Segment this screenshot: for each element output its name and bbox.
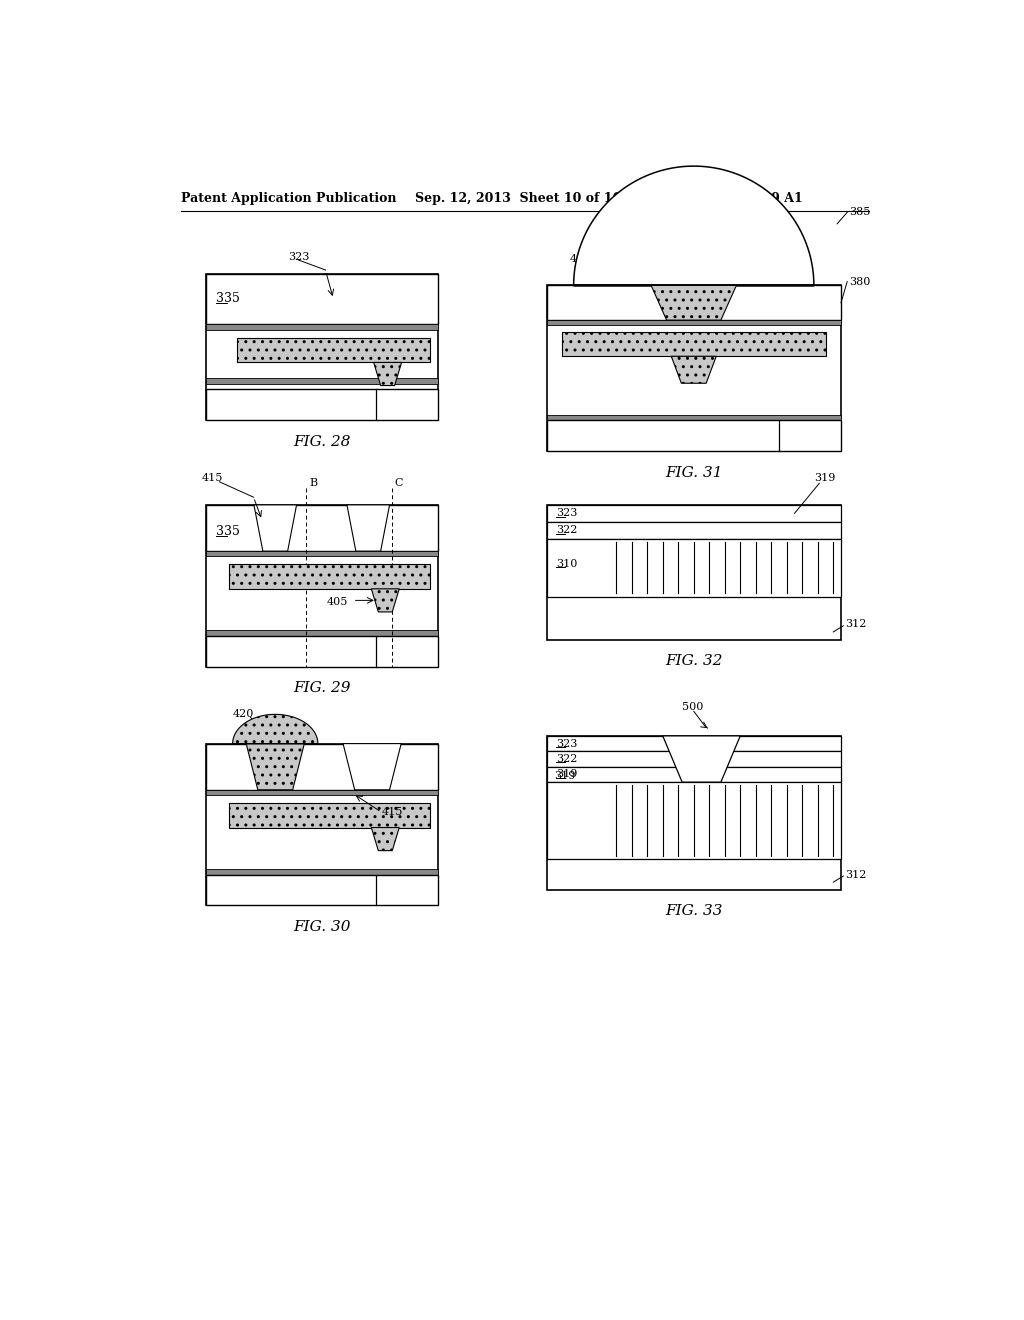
Text: FIG. 33: FIG. 33 <box>665 904 723 919</box>
Text: 405: 405 <box>328 597 348 607</box>
Text: 319: 319 <box>554 771 575 781</box>
Bar <box>547 321 841 326</box>
Bar <box>547 420 841 451</box>
Text: 319: 319 <box>814 473 836 483</box>
Bar <box>206 389 438 420</box>
Text: 323: 323 <box>288 252 309 261</box>
Polygon shape <box>663 737 740 781</box>
Text: 380: 380 <box>849 277 870 286</box>
Polygon shape <box>347 506 389 552</box>
Polygon shape <box>372 828 399 850</box>
Text: US 2013/0234329 A1: US 2013/0234329 A1 <box>655 191 803 205</box>
Polygon shape <box>343 743 401 789</box>
Bar <box>206 875 438 906</box>
Bar <box>206 789 438 795</box>
Polygon shape <box>372 589 399 612</box>
Text: Patent Application Publication: Patent Application Publication <box>180 191 396 205</box>
Bar <box>547 781 841 859</box>
Bar <box>547 506 841 640</box>
Text: 500: 500 <box>682 702 703 711</box>
Text: 420: 420 <box>232 709 254 719</box>
Bar <box>547 285 841 321</box>
Bar <box>228 803 430 828</box>
Bar <box>547 767 841 781</box>
Text: 312: 312 <box>845 870 866 879</box>
Polygon shape <box>374 363 401 385</box>
Bar <box>547 751 841 767</box>
Polygon shape <box>232 714 317 743</box>
Polygon shape <box>672 356 716 383</box>
Text: FIG. 30: FIG. 30 <box>293 920 350 933</box>
Text: 322: 322 <box>556 525 578 536</box>
Text: B: B <box>309 478 317 488</box>
Text: 323: 323 <box>556 739 578 748</box>
Text: Sep. 12, 2013  Sheet 10 of 16: Sep. 12, 2013 Sheet 10 of 16 <box>415 191 621 205</box>
Bar <box>206 552 438 557</box>
Bar <box>562 331 825 356</box>
Text: 322: 322 <box>556 754 578 764</box>
Bar <box>228 564 430 589</box>
Text: 335: 335 <box>216 525 241 539</box>
Bar <box>547 506 841 521</box>
Text: C: C <box>394 478 403 488</box>
Text: 312: 312 <box>845 619 866 630</box>
Polygon shape <box>254 506 297 552</box>
Text: 415: 415 <box>202 473 223 483</box>
Polygon shape <box>246 743 304 789</box>
Bar <box>206 636 438 667</box>
Text: FIG. 31: FIG. 31 <box>665 466 723 479</box>
Bar <box>206 743 438 789</box>
Bar <box>237 338 430 363</box>
Bar <box>206 275 438 420</box>
Text: FIG. 32: FIG. 32 <box>665 655 723 668</box>
Bar <box>206 869 438 875</box>
Polygon shape <box>651 285 736 321</box>
Bar <box>206 323 438 330</box>
Bar <box>547 521 841 539</box>
Bar <box>206 506 438 667</box>
Bar <box>547 737 841 890</box>
Text: 323: 323 <box>556 508 578 519</box>
Bar <box>206 506 438 552</box>
Bar <box>547 737 841 751</box>
Bar <box>206 631 438 636</box>
Polygon shape <box>573 166 814 285</box>
Text: 385: 385 <box>849 207 870 218</box>
Text: 319: 319 <box>556 770 578 779</box>
Text: FIG. 28: FIG. 28 <box>293 434 350 449</box>
Text: 415: 415 <box>381 807 402 817</box>
Text: 310: 310 <box>556 558 578 569</box>
Bar <box>206 275 438 323</box>
Text: 335: 335 <box>216 293 241 305</box>
Bar <box>547 539 841 597</box>
Bar <box>206 743 438 906</box>
Text: 420: 420 <box>569 253 591 264</box>
Bar <box>206 378 438 384</box>
Bar <box>547 414 841 420</box>
Text: FIG. 29: FIG. 29 <box>293 681 350 696</box>
Bar <box>547 285 841 451</box>
